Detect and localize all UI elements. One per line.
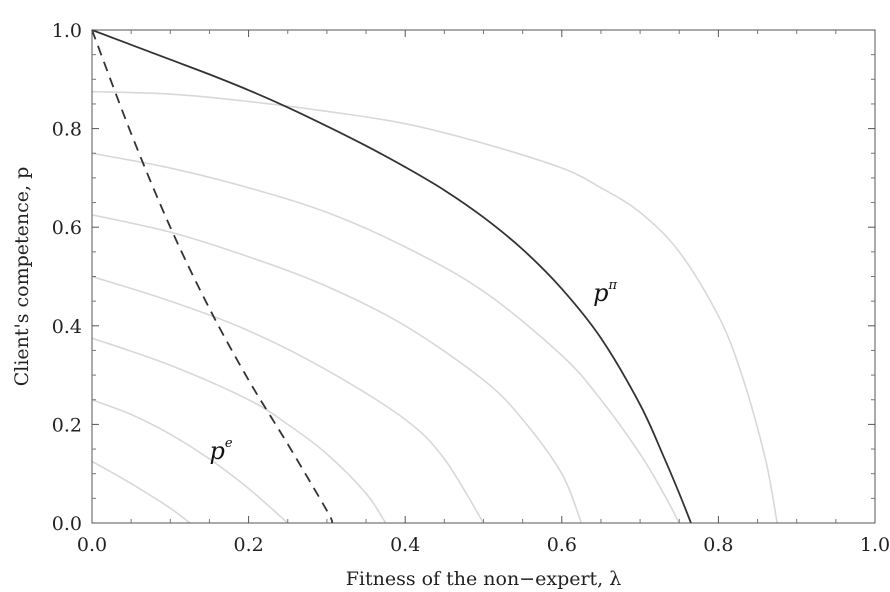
y-tick-label: 0.2 (52, 414, 82, 436)
y-axis-tick-labels: 0.0 0.2 0.4 0.6 0.8 1.0 (52, 20, 82, 535)
background-curve-6 (91, 152, 680, 524)
x-tick-label: 0.6 (547, 534, 577, 556)
x-tick-label: 1.0 (860, 534, 890, 556)
background-curve-2 (91, 399, 289, 524)
y-tick-label: 1.0 (52, 20, 82, 42)
series-label-p-e-sup: e (225, 436, 233, 451)
y-axis-ticks (92, 29, 875, 524)
background-curve-3 (91, 337, 387, 524)
x-axis-label: Fitness of the non−expert, λ (346, 568, 622, 590)
background-curve-1 (91, 460, 191, 524)
y-axis-label: Client's competence, p (11, 167, 33, 387)
series-label-p-pi-sup: π (607, 278, 617, 293)
background-curve-4 (91, 275, 485, 524)
y-tick-label: 0.6 (52, 217, 82, 239)
series-label-p-e: pe (209, 436, 232, 465)
series-layer (91, 29, 692, 524)
background-curves (91, 90, 778, 524)
x-axis-ticks (91, 30, 876, 523)
x-tick-label: 0.8 (703, 534, 733, 556)
series-label-p-pi: pπ (593, 278, 617, 307)
y-tick-label: 0.0 (52, 513, 82, 535)
y-tick-label: 0.4 (52, 316, 82, 338)
x-axis-tick-labels: 0.0 0.2 0.4 0.6 0.8 1.0 (77, 534, 890, 556)
series-label-p-pi-main: p (593, 279, 608, 307)
x-tick-label: 0.2 (233, 534, 263, 556)
x-tick-label: 0.4 (390, 534, 420, 556)
x-tick-label: 0.0 (77, 534, 107, 556)
series-label-p-e-main: p (209, 437, 224, 465)
series-line-p-pi (91, 29, 692, 524)
y-tick-label: 0.8 (52, 119, 82, 141)
series-line-p-e (91, 29, 334, 524)
background-curve-7 (91, 90, 778, 524)
background-curve-5 (91, 214, 583, 524)
